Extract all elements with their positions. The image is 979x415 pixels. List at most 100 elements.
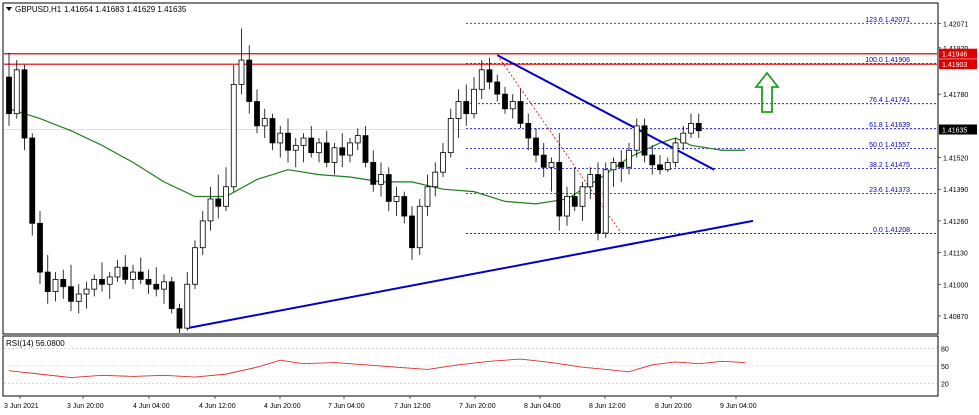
fib-label: 50.0 1.41557 [869,142,910,149]
candles [6,28,702,333]
candle [370,150,377,192]
fib-label: 23.6 1.41373 [869,187,910,194]
svg-text:1.41946: 1.41946 [942,52,967,59]
fib-label: 76.4 1.41741 [869,97,910,104]
candle [106,272,113,299]
y-tick-label: 1.41520 [943,156,968,163]
rsi-line [8,358,746,379]
candle [75,284,82,314]
candle [145,269,152,295]
x-tick-label: 3 Jun 20:00 [67,403,104,410]
candle [37,211,43,285]
y-tick-label: 1.41780 [943,92,968,99]
x-tick-label: 8 Jun 20:00 [655,403,692,410]
candle [192,240,198,290]
y-tick-label: 1.41000 [943,282,968,289]
candle [672,138,679,168]
rsi-level-label: 20 [941,381,949,388]
resistance-lines [4,53,937,65]
candle [688,113,694,139]
fib-label: 123.6 1.42071 [865,17,910,24]
candle [579,181,586,221]
trendline[interactable] [187,219,754,330]
candle [517,89,524,129]
candle [246,45,253,114]
x-tick-label: 7 Jun 04:00 [328,403,365,410]
candle [13,60,20,119]
fib-label: 61.8 1.41639 [869,122,910,129]
candle [269,113,276,151]
candle [494,74,501,102]
candle [316,138,322,163]
candle [68,264,74,312]
y-tick-label: 1.41260 [943,219,968,226]
candle [184,272,191,331]
candle [595,162,601,241]
candle [29,133,36,236]
candle [199,211,206,256]
y-tick-label: 1.41390 [943,187,968,194]
x-tick-label: 4 Jun 12:00 [199,403,236,410]
resistance-price-tag: 1.41903 [939,59,977,70]
x-tick-label: 8 Jun 04:00 [524,403,561,410]
x-tick-label: 7 Jun 12:00 [394,403,431,410]
candle [254,89,260,134]
candle [52,272,59,302]
candle [440,142,446,178]
x-tick-label: 3 Jun 2021 [4,403,39,410]
candle [680,125,687,151]
candle [223,167,229,212]
up-arrow-icon [754,71,780,113]
symbol-dropdown-icon[interactable] [6,7,12,11]
candle [626,142,632,175]
candle [502,86,508,114]
candle [649,145,656,175]
rsi-level-label: 50 [941,364,949,371]
candle [401,191,408,224]
y-tick-label: 1.42071 [943,21,968,28]
fibonacci-levels: 123.6 1.42071 100.0 1.41906 76.4 1.41741 61… [4,17,937,234]
candle [641,118,648,163]
y-tick-label: 1.41130 [943,251,968,258]
candle [21,64,28,151]
candle [6,52,12,126]
candle [354,128,361,151]
candle [618,150,625,182]
fib-label: 0.0 1.41208 [873,227,910,234]
candle [130,264,136,290]
moving-average [8,108,746,205]
rsi-series: 80 50 20 [4,347,949,388]
candle [571,167,578,212]
x-tick-label: 8 Jun 12:00 [589,403,626,410]
candle [83,281,90,309]
candle [564,186,570,226]
candle [509,94,516,119]
rsi-label: RSI(14) 56.0800 [6,339,65,348]
x-tick-label: 9 Jun 04:00 [720,403,757,410]
candle [540,142,547,178]
candle [432,162,439,197]
symbol-label: GBPUSD,H1 [15,5,62,14]
svg-text:1.41903: 1.41903 [942,62,967,69]
fib-label: 38.2 1.41475 [869,162,910,169]
candle [44,255,51,304]
candle [153,267,160,297]
candle [331,142,338,175]
candle [385,167,392,212]
candle [91,274,98,297]
candle [610,157,617,187]
candle [587,167,594,199]
candle [447,108,454,158]
candle [238,28,245,95]
candle [347,138,353,163]
candle [463,84,470,126]
candle [207,186,214,231]
candle [525,113,532,151]
candle [633,118,640,158]
candle [424,174,431,217]
fib-label: 100.0 1.41906 [865,57,910,64]
x-tick-label: 4 Jun 20:00 [264,403,301,410]
candle [60,269,67,299]
candle [664,157,671,173]
